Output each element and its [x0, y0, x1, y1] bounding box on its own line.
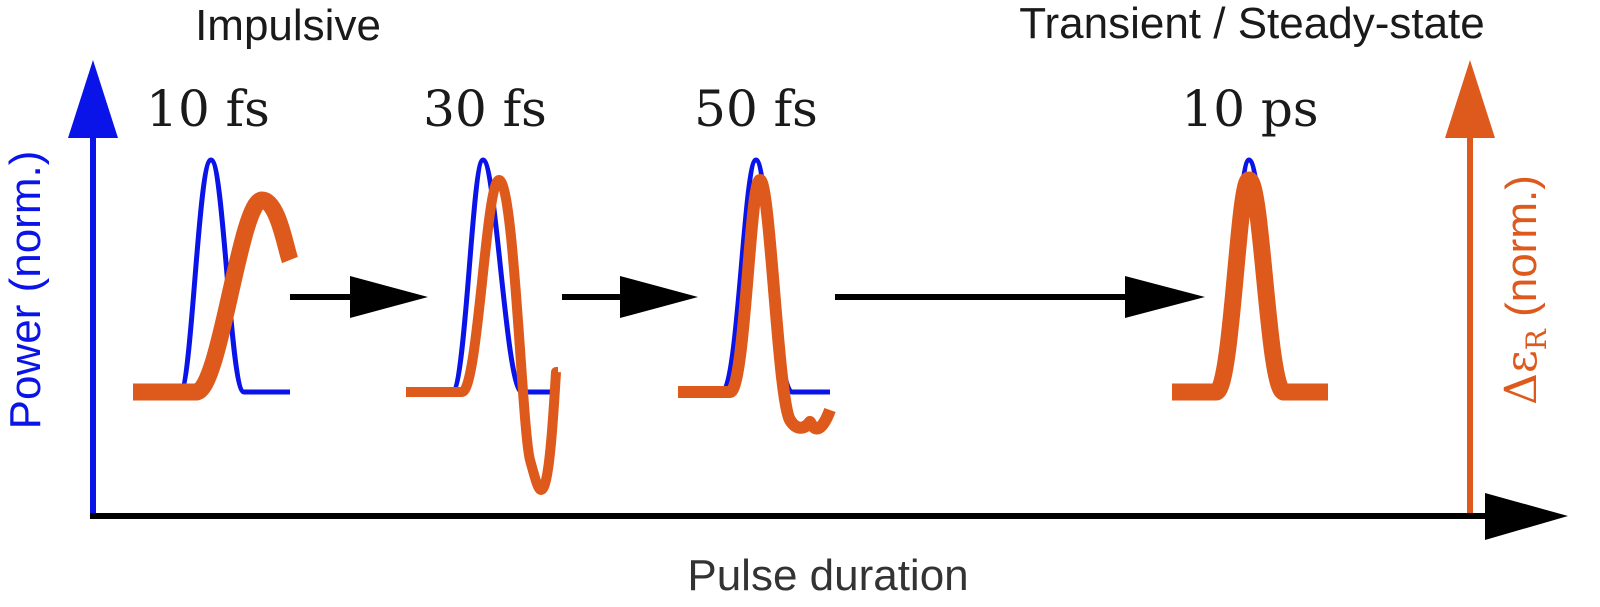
pulse-10fs: [133, 157, 299, 401]
transition-arrow-2: [562, 276, 698, 318]
duration-label-30fs: 30 fs: [423, 80, 547, 138]
y-axis-left-label: Power (norm.): [1, 151, 50, 430]
duration-label-50fs: 50 fs: [694, 80, 818, 138]
x-axis: [90, 493, 1568, 540]
response-curve-10fs: [133, 191, 299, 401]
transition-arrow-1: [290, 276, 428, 318]
pulse-30fs: [406, 157, 561, 495]
pulse-10ps: [1172, 157, 1328, 401]
left-axis: [68, 60, 118, 518]
power-curve-30fs: [440, 157, 558, 395]
response-curve-30fs: [406, 175, 561, 495]
transition-arrow-3: [835, 276, 1205, 318]
response-curve-50fs: [678, 174, 836, 435]
y-axis-right-label: ΔεR (norm.): [1496, 175, 1553, 405]
duration-label-10ps: 10 ps: [1181, 80, 1318, 138]
pulse-50fs: [678, 157, 836, 435]
transient-steady-state-label: Transient / Steady-state: [1019, 0, 1484, 48]
right-axis: [1445, 60, 1495, 518]
response-curve-10ps: [1172, 171, 1328, 401]
impulsive-label: Impulsive: [195, 1, 381, 50]
x-axis-label: Pulse duration: [687, 551, 968, 600]
power-curve-10fs: [166, 157, 290, 395]
duration-label-10fs: 10 fs: [146, 80, 270, 138]
